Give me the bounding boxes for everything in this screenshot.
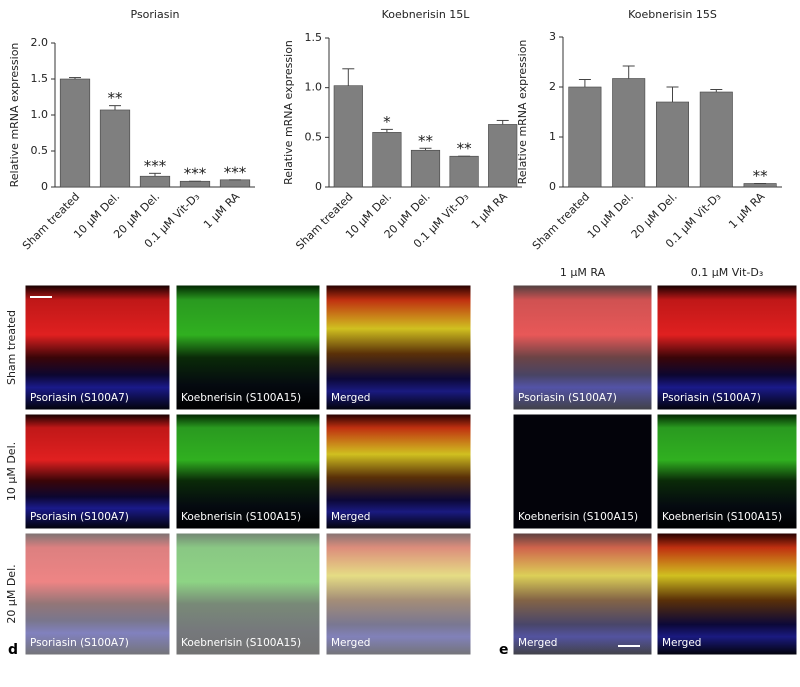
x-tick-label: Sham treated <box>20 190 82 252</box>
y-tick-label: 3 <box>549 30 556 43</box>
micrograph <box>176 414 320 529</box>
image-label: Merged <box>518 637 557 649</box>
micrograph-bg <box>325 413 472 530</box>
significance: *** <box>224 163 247 181</box>
x-tick-label: 1 μM RA <box>726 190 767 231</box>
significance: ** <box>108 89 124 107</box>
row-label: Sham treated <box>5 310 18 385</box>
micrograph-bg <box>24 413 171 530</box>
micrograph <box>25 285 170 410</box>
micrograph-bg <box>656 284 798 411</box>
micrograph <box>25 414 170 529</box>
micrograph <box>326 285 471 410</box>
significance: ** <box>457 140 473 158</box>
image-label: Merged <box>331 511 370 523</box>
y-tick-label: 0.5 <box>31 144 49 157</box>
x-tick-label: Sham treated <box>530 190 592 252</box>
micrograph-bg <box>325 532 472 656</box>
y-axis-label: Relative mRNA expression <box>516 40 529 185</box>
y-tick-label: 1.5 <box>31 72 49 85</box>
image-label: Merged <box>662 637 701 649</box>
y-tick-label: 1.0 <box>31 108 49 121</box>
image-label: Psoriasin (S100A7) <box>30 511 129 523</box>
bar <box>612 78 646 188</box>
micrograph-bg <box>175 284 321 411</box>
y-tick-label: 2 <box>549 80 556 93</box>
x-tick-label: 10 μM Del. <box>585 190 636 241</box>
image-label: Koebnerisin (S100A15) <box>662 511 782 523</box>
row-label: 20 μM Del. <box>5 564 18 623</box>
bar <box>699 91 733 188</box>
micrograph <box>176 285 320 410</box>
micrograph <box>513 285 652 410</box>
image-label: Koebnerisin (S100A15) <box>518 511 638 523</box>
micrograph-bg <box>24 284 171 411</box>
bar <box>655 101 690 188</box>
bar <box>568 86 602 188</box>
image-label: Psoriasin (S100A7) <box>662 392 761 404</box>
micrograph-bg <box>512 284 653 411</box>
micrograph-bg <box>325 284 472 411</box>
micrograph <box>326 533 471 655</box>
column-label: 0.1 μM Vit-D₃ <box>691 266 763 279</box>
micrograph-bg <box>512 532 653 656</box>
micrograph <box>326 414 471 529</box>
y-axis-label: Relative mRNA expression <box>282 40 295 185</box>
chart-title: Koebnerisin 15L <box>382 8 471 21</box>
image-label: Koebnerisin (S100A15) <box>181 511 301 523</box>
y-tick-label: 0.5 <box>305 130 323 143</box>
bar <box>59 78 91 188</box>
panel-letter: d <box>8 642 18 658</box>
row-label: 10 μM Del. <box>5 442 18 501</box>
bar <box>410 149 441 188</box>
y-tick-label: 0 <box>549 180 556 193</box>
significance: *** <box>184 165 207 183</box>
micrograph-bg <box>656 413 798 530</box>
bar <box>99 109 131 188</box>
y-axis-label: Relative mRNA expression <box>8 43 21 188</box>
image-label: Merged <box>331 637 370 649</box>
y-tick-label: 1.5 <box>305 31 323 44</box>
significance: *** <box>144 157 167 175</box>
y-tick-label: 1.0 <box>305 81 323 94</box>
micrograph <box>513 414 652 529</box>
image-label: Koebnerisin (S100A15) <box>181 392 301 404</box>
micrograph <box>657 414 797 529</box>
chart-title: Koebnerisin 15S <box>628 8 717 21</box>
bar <box>372 132 402 188</box>
image-label: Psoriasin (S100A7) <box>30 637 129 649</box>
micrograph <box>657 533 797 655</box>
chart-title: Psoriasin <box>131 8 180 21</box>
micrograph <box>25 533 170 655</box>
micrograph <box>657 285 797 410</box>
micrograph-bg <box>175 532 321 656</box>
bar <box>139 175 171 188</box>
x-tick-label: 1 μM RA <box>469 190 510 231</box>
micrograph-bg <box>512 413 653 530</box>
y-tick-label: 2.0 <box>31 36 49 49</box>
panel-letter: e <box>499 642 509 658</box>
image-label: Psoriasin (S100A7) <box>518 392 617 404</box>
significance: ** <box>753 167 769 185</box>
micrograph-bg <box>24 532 171 656</box>
y-tick-label: 0 <box>315 180 322 193</box>
significance: ** <box>418 132 434 150</box>
micrograph <box>513 533 652 655</box>
y-tick-label: 0 <box>41 180 48 193</box>
y-tick-label: 1 <box>549 130 556 143</box>
image-label: Merged <box>331 392 370 404</box>
x-tick-label: Sham treated <box>293 190 355 252</box>
x-tick-label: 1 μM RA <box>201 190 242 231</box>
image-label: Koebnerisin (S100A15) <box>181 637 301 649</box>
significance: * <box>383 113 391 131</box>
bar <box>333 85 363 188</box>
bar <box>449 155 479 188</box>
column-label: 1 μM RA <box>560 266 606 279</box>
bar <box>488 124 518 188</box>
micrograph <box>176 533 320 655</box>
micrograph-bg <box>656 532 798 656</box>
image-label: Psoriasin (S100A7) <box>30 392 129 404</box>
micrograph-bg <box>175 413 321 530</box>
